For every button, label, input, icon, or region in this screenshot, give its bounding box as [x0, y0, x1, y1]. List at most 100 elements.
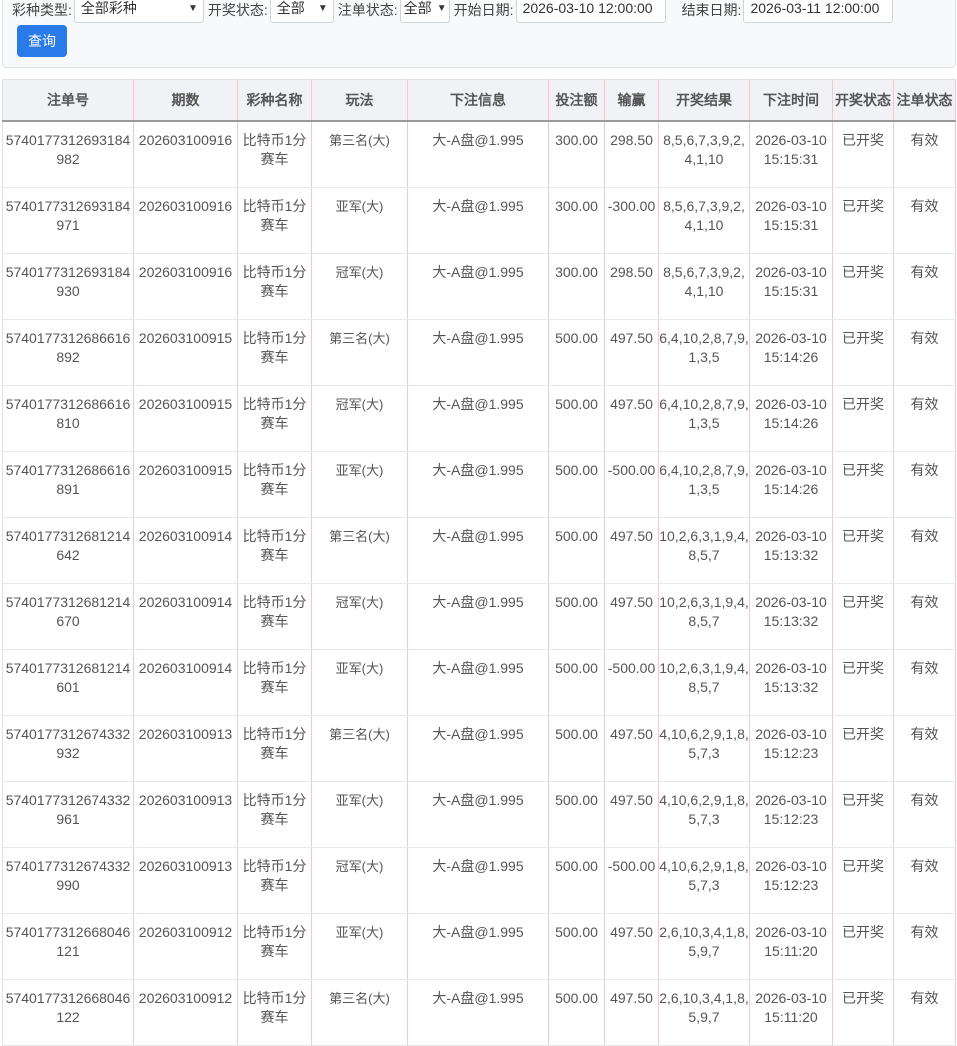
- chevron-down-icon: ▼: [436, 2, 447, 14]
- column-header-bet-time: 下注时间: [749, 79, 833, 122]
- cell-win-loss: 497.50: [604, 319, 659, 386]
- cell-bet-id: 5740177312674332990: [2, 847, 134, 914]
- cell-draw-status: 已开奖: [832, 385, 894, 452]
- draw-status-select[interactable]: 全部 ▼: [269, 0, 334, 23]
- cell-lottery-name: 比特币1分赛车: [237, 715, 312, 782]
- filter-row: 彩种类型: 全部彩种 ▼ 开奖状态: 全部 ▼ 注单状态: 全部 ▼ 开始日期: 20…: [10, 0, 894, 23]
- cell-bet-time: 2026-03-10 15:12:23: [749, 847, 833, 914]
- cell-lottery-name: 比特币1分赛车: [237, 979, 312, 1046]
- cell-bet-info: 大-A盘@1.995: [407, 253, 549, 320]
- cell-play-type: 亚军(大): [311, 451, 408, 518]
- column-header-draw-result: 开奖结果: [658, 79, 750, 122]
- start-date-label: 开始日期:: [453, 2, 514, 18]
- bet-status-select[interactable]: 全部 ▼: [399, 0, 450, 23]
- table-row: 5740177312686616810 202603100915 比特币1分赛车 冠军…: [2, 385, 956, 452]
- cell-draw-result: 10,2,6,3,1,9,4,8,5,7: [658, 649, 750, 716]
- cell-draw-status: 已开奖: [832, 715, 894, 782]
- cell-bet-amount: 500.00: [548, 385, 605, 452]
- cell-bet-status: 有效: [893, 583, 956, 650]
- cell-play-type: 冠军(大): [311, 847, 408, 914]
- cell-bet-id: 5740177312674332961: [2, 781, 134, 848]
- cell-win-loss: -300.00: [604, 187, 659, 254]
- cell-lottery-name: 比特币1分赛车: [237, 649, 312, 716]
- bet-records-table: 注单号 期数 彩种名称 玩法 下注信息 投注额 输赢 开奖结果 下注时间 开奖状态 注单状态 574…: [2, 79, 956, 1046]
- draw-status-value: 全部: [276, 0, 305, 16]
- lottery-type-value: 全部彩种: [80, 0, 137, 16]
- cell-bet-amount: 300.00: [548, 187, 605, 254]
- cell-bet-id: 5740177312693184930: [2, 253, 134, 320]
- cell-draw-result: 2,6,10,3,4,1,8,5,9,7: [658, 913, 750, 980]
- bet-status-value: 全部: [403, 0, 432, 16]
- cell-play-type: 亚军(大): [311, 649, 408, 716]
- cell-draw-status: 已开奖: [832, 847, 894, 914]
- cell-bet-amount: 300.00: [548, 253, 605, 320]
- cell-win-loss: 298.50: [604, 121, 659, 188]
- cell-win-loss: -500.00: [604, 847, 659, 914]
- column-header-play-type: 玩法: [311, 79, 408, 122]
- cell-bet-status: 有效: [893, 451, 956, 518]
- cell-bet-id: 5740177312681214601: [2, 649, 134, 716]
- table-row: 5740177312693184930 202603100916 比特币1分赛车 冠军…: [2, 253, 956, 320]
- cell-draw-result: 4,10,6,2,9,1,8,5,7,3: [658, 781, 750, 848]
- cell-play-type: 冠军(大): [311, 253, 408, 320]
- cell-bet-id: 5740177312686616892: [2, 319, 134, 386]
- cell-bet-status: 有效: [893, 187, 956, 254]
- cell-bet-time: 2026-03-10 15:15:31: [749, 187, 833, 254]
- cell-lottery-name: 比特币1分赛车: [237, 781, 312, 848]
- chevron-down-icon: ▼: [187, 2, 198, 14]
- cell-bet-info: 大-A盘@1.995: [407, 979, 549, 1046]
- cell-lottery-name: 比特币1分赛车: [237, 847, 312, 914]
- cell-draw-status: 已开奖: [832, 649, 894, 716]
- cell-period: 202603100916: [133, 187, 238, 254]
- cell-bet-time: 2026-03-10 15:15:31: [749, 253, 833, 320]
- cell-win-loss: 497.50: [604, 979, 659, 1046]
- cell-lottery-name: 比特币1分赛车: [237, 451, 312, 518]
- cell-play-type: 第三名(大): [311, 715, 408, 782]
- cell-win-loss: 497.50: [604, 781, 659, 848]
- cell-draw-result: 8,5,6,7,3,9,2,4,1,10: [658, 187, 750, 254]
- cell-bet-time: 2026-03-10 15:12:23: [749, 781, 833, 848]
- start-date-input[interactable]: 2026-03-10 12:00:00: [515, 0, 666, 23]
- cell-bet-info: 大-A盘@1.995: [407, 385, 549, 452]
- cell-bet-info: 大-A盘@1.995: [407, 649, 549, 716]
- cell-draw-result: 2,6,10,3,4,1,8,5,9,7: [658, 979, 750, 1046]
- cell-win-loss: 497.50: [604, 913, 659, 980]
- chevron-down-icon: ▼: [317, 2, 328, 14]
- cell-win-loss: 497.50: [604, 517, 659, 584]
- column-header-lottery-name: 彩种名称: [237, 79, 312, 122]
- cell-win-loss: 497.50: [604, 583, 659, 650]
- column-header-bet-status: 注单状态: [893, 79, 956, 122]
- cell-play-type: 第三名(大): [311, 319, 408, 386]
- cell-bet-info: 大-A盘@1.995: [407, 121, 549, 188]
- cell-bet-amount: 500.00: [548, 649, 605, 716]
- cell-bet-status: 有效: [893, 385, 956, 452]
- cell-period: 202603100913: [133, 781, 238, 848]
- cell-bet-time: 2026-03-10 15:12:23: [749, 715, 833, 782]
- cell-lottery-name: 比特币1分赛车: [237, 187, 312, 254]
- cell-bet-info: 大-A盘@1.995: [407, 319, 549, 386]
- cell-draw-status: 已开奖: [832, 781, 894, 848]
- cell-win-loss: -500.00: [604, 451, 659, 518]
- cell-period: 202603100914: [133, 517, 238, 584]
- cell-play-type: 冠军(大): [311, 583, 408, 650]
- end-date-label: 结束日期:: [681, 2, 742, 18]
- cell-bet-id: 5740177312674332932: [2, 715, 134, 782]
- cell-bet-amount: 500.00: [548, 781, 605, 848]
- cell-bet-amount: 500.00: [548, 583, 605, 650]
- column-header-win-loss: 输赢: [604, 79, 659, 122]
- cell-bet-id: 5740177312681214670: [2, 583, 134, 650]
- cell-win-loss: 497.50: [604, 715, 659, 782]
- cell-draw-status: 已开奖: [832, 517, 894, 584]
- end-date-input[interactable]: 2026-03-11 12:00:00: [743, 0, 894, 23]
- cell-bet-id: 5740177312668046121: [2, 913, 134, 980]
- cell-bet-id: 5740177312681214642: [2, 517, 134, 584]
- cell-play-type: 亚军(大): [311, 781, 408, 848]
- cell-bet-status: 有效: [893, 319, 956, 386]
- table-row: 5740177312668046122 202603100912 比特币1分赛车 第三…: [2, 979, 956, 1046]
- lottery-type-select[interactable]: 全部彩种 ▼: [73, 0, 204, 23]
- table-row: 5740177312681214642 202603100914 比特币1分赛车 第三…: [2, 517, 956, 584]
- cell-bet-status: 有效: [893, 847, 956, 914]
- cell-bet-time: 2026-03-10 15:11:20: [749, 979, 833, 1046]
- query-button[interactable]: 查询: [17, 25, 67, 57]
- cell-draw-result: 4,10,6,2,9,1,8,5,7,3: [658, 847, 750, 914]
